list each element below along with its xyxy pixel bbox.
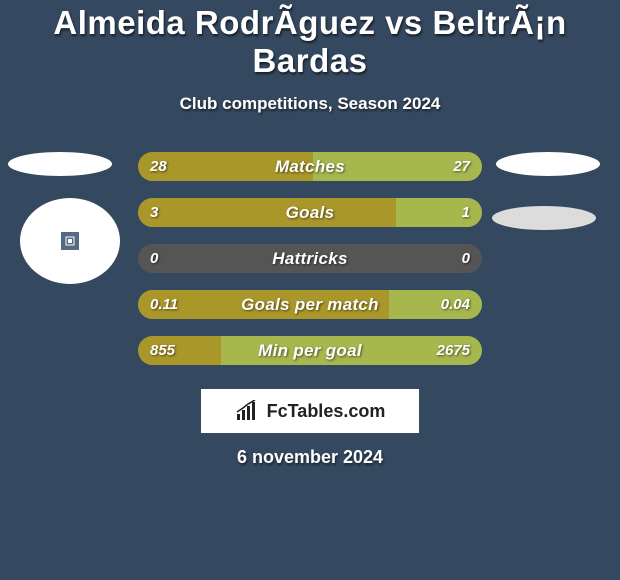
row-label: Goals (138, 198, 482, 227)
row-label: Matches (138, 152, 482, 181)
left-placeholder-circle (20, 198, 120, 284)
row-label: Hattricks (138, 244, 482, 273)
row-label: Goals per match (138, 290, 482, 319)
right-decoration-column (496, 152, 600, 230)
comparison-row: 2827Matches (138, 152, 482, 181)
comparison-row: 0.110.04Goals per match (138, 290, 482, 319)
placeholder-badge-icon (59, 230, 81, 252)
comparison-row: 00Hattricks (138, 244, 482, 273)
brand-chart-icon (235, 400, 261, 422)
comparison-content: 2827Matches 31Goals 00Hattricks 0.110.04Goa… (0, 152, 620, 468)
left-placeholder-ellipse (8, 152, 112, 176)
comparison-row: 8552675Min per goal (138, 336, 482, 365)
brand-text: FcTables.com (267, 401, 386, 422)
page-title: Almeida RodrÃ­guez vs BeltrÃ¡n Bardas (0, 0, 620, 80)
comparison-bars: 2827Matches 31Goals 00Hattricks 0.110.04Goa… (138, 152, 482, 365)
right-placeholder-ellipse-2 (492, 206, 596, 230)
comparison-row: 31Goals (138, 198, 482, 227)
row-label: Min per goal (138, 336, 482, 365)
left-decoration-column (8, 152, 120, 284)
date-text: 6 november 2024 (0, 447, 620, 468)
brand-box: FcTables.com (201, 389, 419, 433)
right-placeholder-ellipse-1 (496, 152, 600, 176)
page-subtitle: Club competitions, Season 2024 (0, 94, 620, 114)
